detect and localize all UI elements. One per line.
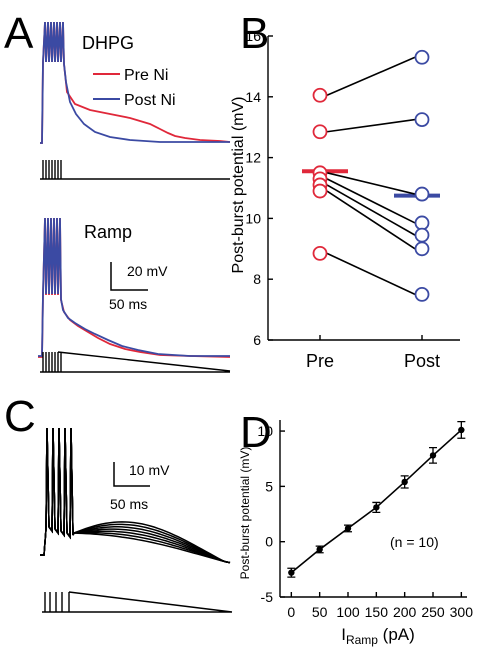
panel-d-x-tick-label: 50 bbox=[312, 604, 328, 620]
panel-d-x-tick-label: 300 bbox=[450, 604, 474, 620]
scale-bar-c bbox=[113, 462, 150, 487]
panel-b-point-post bbox=[414, 227, 430, 243]
panel-d-y-tick-label: 5 bbox=[265, 478, 273, 494]
panel-d-series bbox=[287, 421, 466, 578]
panel-b-point-pre bbox=[312, 245, 328, 261]
panel-b-x-tick-label: Pre bbox=[306, 351, 334, 371]
panel-d-x-tick-label: 0 bbox=[287, 604, 295, 620]
panel-b-point-pre bbox=[312, 124, 328, 140]
panel-b-y-tick-label: 10 bbox=[245, 210, 261, 226]
panel-b-pair-lines bbox=[326, 56, 416, 296]
panel-b-y-tick-label: 14 bbox=[245, 89, 261, 105]
panel-d-ylabel: Post-burst potential (mV) bbox=[238, 447, 252, 580]
panel-b-point-post bbox=[414, 112, 430, 127]
dhpg-trace-post-ni bbox=[40, 21, 230, 144]
legend-label-pre-ni: Pre Ni bbox=[124, 67, 168, 84]
panel-b-point-post bbox=[414, 186, 430, 202]
panel-b-y-tick-label: 6 bbox=[253, 332, 261, 348]
panel-b-points bbox=[312, 49, 430, 302]
scale-bar-a-time: 50 ms bbox=[109, 296, 147, 312]
panel-a-top-label: DHPG bbox=[82, 33, 134, 53]
scale-bar-a bbox=[110, 262, 148, 291]
panel-d-y-tick-label: -5 bbox=[261, 589, 274, 605]
panel-d-xlabel-sub: Ramp bbox=[346, 633, 378, 647]
panel-b-pair-line bbox=[326, 178, 416, 224]
panel-b-y-tick-label: 12 bbox=[245, 150, 261, 166]
panel-b-point-post bbox=[414, 286, 430, 302]
panel-b-pair-line bbox=[326, 252, 416, 296]
panel-c-traces bbox=[40, 427, 231, 564]
panel-d-point bbox=[288, 569, 295, 576]
panel-d-point bbox=[458, 426, 465, 434]
panel-letter-d: D bbox=[240, 408, 272, 457]
panel-letter-b: B bbox=[240, 9, 269, 58]
ramp-stimulus-trace bbox=[40, 351, 231, 373]
panel-d-point bbox=[401, 478, 408, 486]
panel-c-trace bbox=[40, 427, 231, 564]
panel-d-point bbox=[429, 452, 437, 459]
panel-d-xlabel-unit: (pA) bbox=[378, 625, 415, 644]
panel-d-x-tick-label: 200 bbox=[393, 604, 417, 620]
panel-c-stimulus-trace bbox=[42, 591, 233, 613]
panel-b-y-tick-label: 8 bbox=[253, 271, 261, 287]
legend-label-post-ni: Post Ni bbox=[124, 92, 176, 109]
panel-b-pair-line bbox=[326, 190, 416, 250]
panel-b-ylabel: Post-burst potential (mV) bbox=[230, 97, 247, 274]
panel-d-xlabel-main: I bbox=[341, 625, 346, 644]
panel-d-y-tick-label: 10 bbox=[257, 423, 273, 439]
panel-b-pair-line bbox=[326, 184, 416, 236]
scale-bar-c-time: 50 ms bbox=[110, 496, 148, 512]
panel-b-axes: 6 8 10 12 14 16 Pre Post bbox=[245, 28, 460, 371]
panel-b: B Post-burst potential (mV) 6 8 10 12 14 16 Pr… bbox=[230, 9, 460, 371]
panel-d-point bbox=[373, 504, 380, 511]
panel-d-point bbox=[316, 546, 323, 553]
panel-b-x-tick-label: Post bbox=[404, 351, 440, 371]
ramp-trace-pre-ni bbox=[38, 217, 231, 358]
panel-b-pair-line bbox=[326, 56, 416, 97]
panel-c: C 10 mV 50 ms bbox=[4, 392, 233, 613]
panel-d-x-tick-label: 100 bbox=[336, 604, 360, 620]
panel-b-point-post bbox=[414, 215, 430, 231]
panel-d-x-tick-label: 250 bbox=[421, 604, 445, 620]
dhpg-stimulus-trace bbox=[40, 160, 230, 180]
panel-d-annotation: (n = 10) bbox=[390, 534, 439, 550]
panel-b-pair-line bbox=[326, 172, 416, 195]
panel-b-point-pre bbox=[312, 87, 328, 103]
panel-letter-c: C bbox=[4, 392, 36, 441]
panel-d-x-tick-label: 150 bbox=[365, 604, 389, 620]
panel-b-point-pre bbox=[312, 183, 328, 199]
panel-b-y-tick-label: 16 bbox=[245, 28, 261, 44]
panel-b-pair-line bbox=[326, 118, 416, 133]
panel-d-xlabel: IRamp (pA) bbox=[341, 625, 415, 647]
panel-a: A DHPG Pre Ni Post Ni Ramp 20 mV 50 ms bbox=[4, 9, 231, 373]
panel-b-point-post bbox=[414, 241, 430, 257]
panel-d-y-tick-label: 0 bbox=[265, 534, 273, 550]
panel-d-point bbox=[344, 525, 352, 532]
panel-letter-a: A bbox=[4, 9, 34, 58]
scale-bar-c-voltage: 10 mV bbox=[129, 462, 170, 478]
panel-b-point-post bbox=[414, 49, 430, 65]
panel-a-bottom-label: Ramp bbox=[84, 222, 132, 242]
panel-d-line bbox=[290, 429, 462, 574]
scale-bar-a-voltage: 20 mV bbox=[127, 263, 168, 279]
ramp-trace-post-ni bbox=[38, 217, 230, 357]
